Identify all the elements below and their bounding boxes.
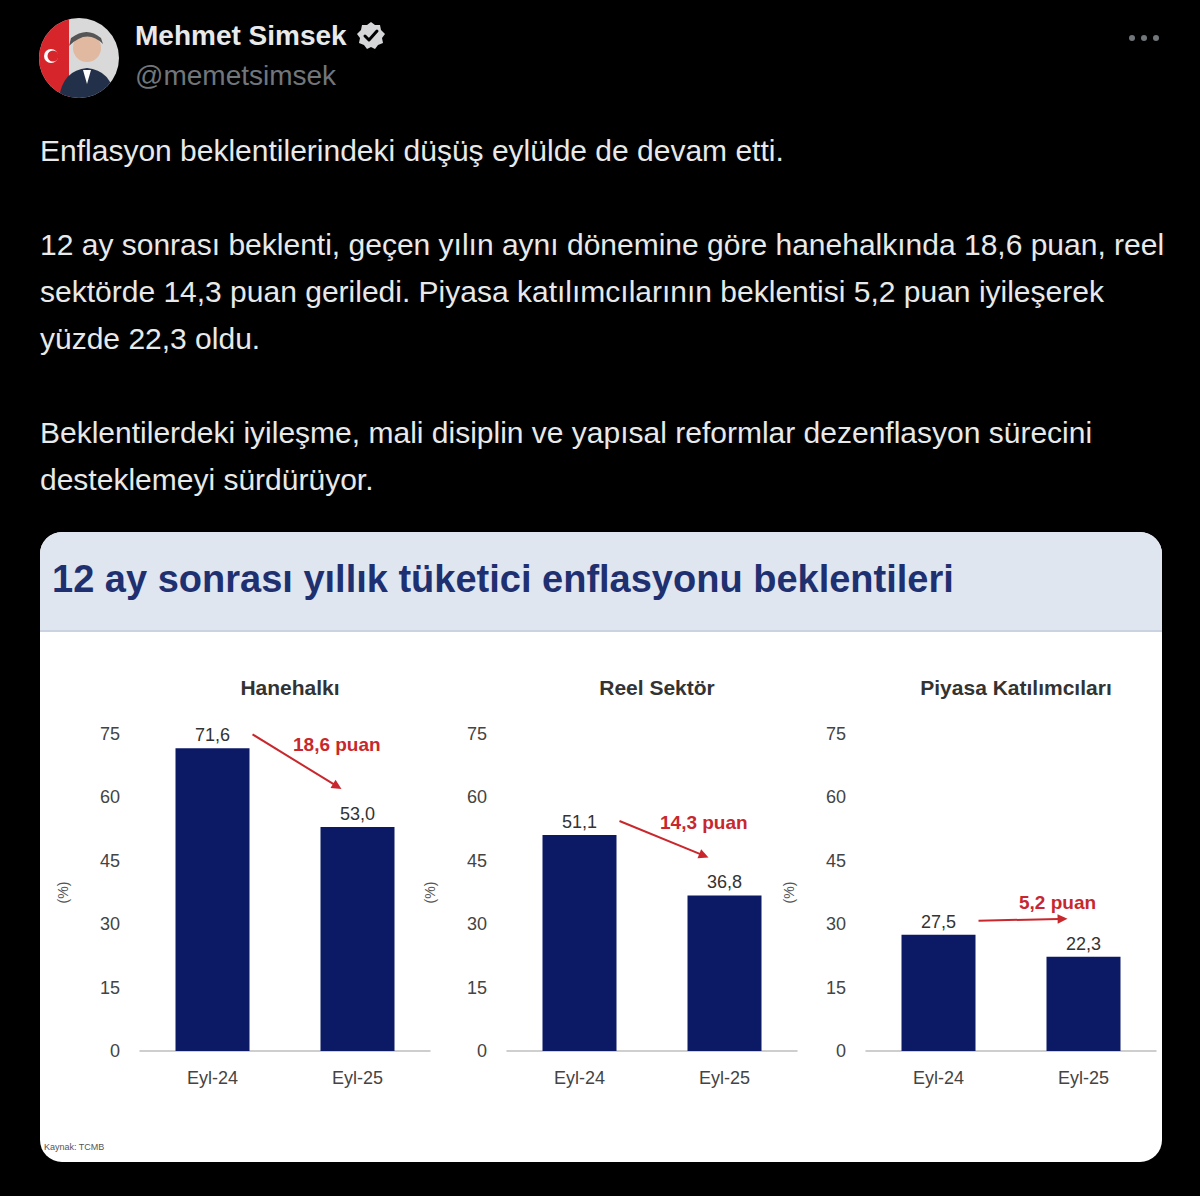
svg-text:53,0: 53,0 (340, 804, 375, 824)
svg-text:45: 45 (467, 851, 487, 871)
html-text:12 ay sonrası beklenti, geçen: 12 ay sonrası beklenti, geçen yılın aynı… (40, 228, 1165, 355)
svg-text:36,8: 36,8 (707, 872, 742, 892)
svg-text:(%): (%) (422, 882, 438, 904)
svg-text:Hanehalkı: Hanehalkı (240, 676, 339, 699)
svg-text:30: 30 (467, 914, 487, 934)
html-text:12 ay sonrası yıllık tüketici: 12 ay sonrası yıllık tüketici enflasyonu… (52, 558, 954, 600)
svg-text:60: 60 (467, 787, 487, 807)
svg-text:15: 15 (100, 978, 120, 998)
svg-text:Eyl-24: Eyl-24 (554, 1068, 605, 1088)
html-text:Kaynak: TCMB: Kaynak: TCMB (44, 1142, 105, 1152)
svg-text:30: 30 (826, 914, 846, 934)
svg-text:51,1: 51,1 (562, 812, 597, 832)
svg-text:75: 75 (826, 724, 846, 744)
svg-text:(%): (%) (781, 882, 797, 904)
svg-text:Piyasa Katılımcıları: Piyasa Katılımcıları (920, 676, 1111, 699)
svg-text:5,2 puan: 5,2 puan (1019, 892, 1096, 913)
svg-text:75: 75 (100, 724, 120, 744)
svg-text:Eyl-25: Eyl-25 (1058, 1068, 1109, 1088)
svg-text:Eyl-25: Eyl-25 (332, 1068, 383, 1088)
svg-text:27,5: 27,5 (921, 912, 956, 932)
svg-text:71,6: 71,6 (195, 725, 230, 745)
svg-text:18,6 puan: 18,6 puan (293, 734, 381, 755)
svg-text:(%): (%) (55, 882, 71, 904)
html-text:Mehmet Simsek: Mehmet Simsek (135, 20, 347, 51)
svg-text:45: 45 (826, 851, 846, 871)
svg-text:Reel Sektör: Reel Sektör (599, 676, 715, 699)
svg-text:45: 45 (100, 851, 120, 871)
svg-text:75: 75 (467, 724, 487, 744)
svg-text:0: 0 (836, 1041, 846, 1061)
svg-text:60: 60 (100, 787, 120, 807)
svg-text:Eyl-24: Eyl-24 (187, 1068, 238, 1088)
svg-text:0: 0 (477, 1041, 487, 1061)
svg-text:22,3: 22,3 (1066, 934, 1101, 954)
svg-text:60: 60 (826, 787, 846, 807)
html-text:Enflasyon beklentilerindeki dü: Enflasyon beklentilerindeki düşüş eylüld… (40, 134, 784, 167)
svg-text:14,3 puan: 14,3 puan (660, 812, 748, 833)
svg-text:15: 15 (467, 978, 487, 998)
svg-text:Eyl-24: Eyl-24 (913, 1068, 964, 1088)
html-text:Beklentilerdeki iyileşme, mali: Beklentilerdeki iyileşme, mali disiplin … (40, 416, 1093, 496)
svg-text:30: 30 (100, 914, 120, 934)
svg-text:Eyl-25: Eyl-25 (699, 1068, 750, 1088)
svg-text:0: 0 (110, 1041, 120, 1061)
svg-text:15: 15 (826, 978, 846, 998)
html-text:@memetsimsek: @memetsimsek (135, 60, 337, 91)
